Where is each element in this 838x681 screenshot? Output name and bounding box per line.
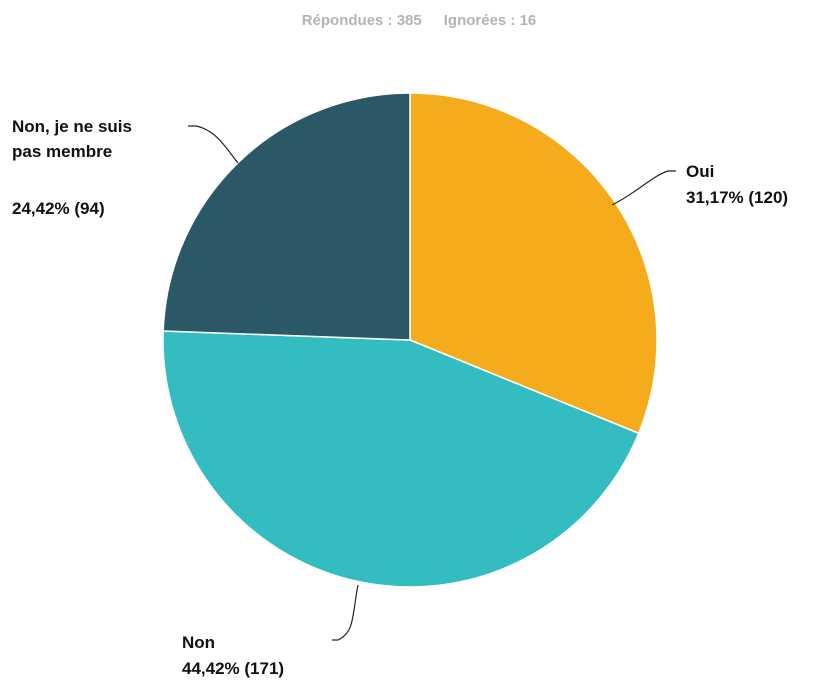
pie-slice-non-membre xyxy=(162,92,411,341)
response-summary: Répondues : 385 Ignorées : 16 xyxy=(0,12,838,29)
slice-label-non: Non 44,42% (171) xyxy=(182,633,284,678)
pie-slice-non xyxy=(162,330,640,588)
slice-name-non: Non xyxy=(182,633,215,652)
slice-value-oui: 31,17% (120) xyxy=(686,188,788,207)
pie-slice-oui xyxy=(409,92,658,435)
slice-value-non: 44,42% (171) xyxy=(182,659,284,678)
leader-line-non-membre xyxy=(188,125,239,164)
skipped-count: Ignorées : 16 xyxy=(443,12,537,29)
slice-name-oui: Oui xyxy=(686,162,714,181)
slice-name-non-membre-line1: Non, je ne suis xyxy=(12,117,132,136)
leader-line-oui xyxy=(611,170,676,206)
slice-name-non-membre-line2: pas membre xyxy=(12,142,112,161)
leader-line-non xyxy=(332,584,359,641)
pie-slices xyxy=(162,92,658,588)
slice-value-non-membre: 24,42% (94) xyxy=(12,199,105,218)
slice-label-oui: Oui 31,17% (120) xyxy=(686,162,788,207)
slice-label-non-membre: Non, je ne suis pas membre 24,42% (94) xyxy=(12,117,137,218)
answered-count: Répondues : 385 xyxy=(301,12,422,29)
